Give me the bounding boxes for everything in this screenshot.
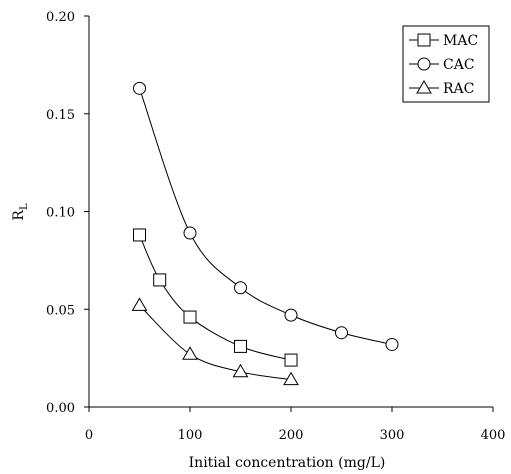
data-point-cac bbox=[284, 308, 298, 322]
data-point-cac bbox=[234, 281, 247, 295]
data-point-mac bbox=[234, 339, 247, 353]
legend-marker-mac bbox=[417, 33, 431, 47]
data-point-mac bbox=[183, 310, 197, 324]
x-tick-label: 200 bbox=[279, 428, 304, 443]
data-point-mac bbox=[153, 273, 167, 287]
data-point-mac bbox=[133, 228, 146, 242]
data-point-rac bbox=[283, 371, 299, 386]
y-tick-label: 0.00 bbox=[46, 401, 75, 416]
svg-text:RL: RL bbox=[11, 203, 30, 221]
data-point-rac bbox=[131, 297, 148, 311]
y-tick-label: 0.10 bbox=[46, 206, 75, 221]
x-tick-label: 100 bbox=[178, 428, 203, 443]
y-tick-label: 0.20 bbox=[46, 10, 75, 25]
series-line-rac bbox=[139, 304, 292, 381]
y-tick-label: 0.15 bbox=[46, 108, 75, 123]
y-tick-label: 0.05 bbox=[46, 303, 75, 318]
x-tick-label: 300 bbox=[380, 428, 405, 443]
legend-label-rac: RAC bbox=[443, 81, 474, 97]
y-axis-label-subscript: L bbox=[19, 203, 30, 210]
data-point-cac bbox=[385, 337, 399, 351]
x-axis-label: Initial concentration (mg/L) bbox=[189, 455, 386, 471]
legend: MAC CAC RAC bbox=[402, 25, 490, 103]
data-point-cac bbox=[133, 81, 146, 95]
x-tick-label: 400 bbox=[481, 428, 506, 443]
series-line-mac bbox=[139, 234, 292, 361]
data-point-mac bbox=[284, 353, 298, 367]
data-point-rac bbox=[232, 363, 249, 378]
legend-marker-rac bbox=[416, 80, 432, 94]
plot-area: 0 100 200 300 400 0.00 0.05 0.10 0.15 0.20 bbox=[46, 10, 505, 443]
y-axis-label-group: RL bbox=[11, 203, 30, 221]
data-point-cac bbox=[335, 326, 348, 340]
legend-label-cac: CAC bbox=[443, 57, 475, 73]
data-point-cac bbox=[183, 226, 197, 240]
legend-marker-cac bbox=[417, 57, 431, 71]
y-axis-label: R bbox=[11, 210, 27, 221]
series-line-cac bbox=[139, 88, 393, 345]
data-point-rac bbox=[182, 346, 198, 360]
legend-label-mac: MAC bbox=[443, 33, 478, 49]
x-tick-label: 0 bbox=[85, 428, 93, 443]
